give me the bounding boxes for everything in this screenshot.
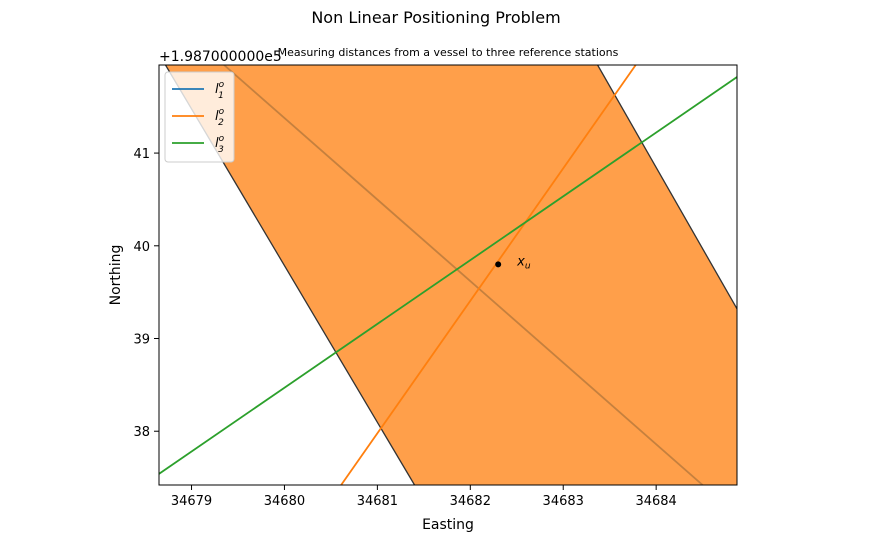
x-axis: 34679 34680 34681 34682 34683 34684	[171, 485, 677, 509]
y-axis-label: Northing	[108, 245, 124, 306]
x-axis-label: Easting	[422, 517, 474, 533]
chart-title: Non Linear Positioning Problem	[311, 8, 560, 27]
chart-subtitle: Measuring distances from a vessel to thr…	[278, 46, 619, 59]
y-axis: 38 39 40 41	[133, 147, 159, 440]
point-marker	[495, 261, 502, 268]
legend-label-2: lo 2	[215, 107, 225, 128]
plot-frame	[158, 64, 738, 486]
x-tick-label: 34682	[450, 494, 491, 509]
legend: lo 1 lo 2 lo 3	[164, 71, 235, 163]
y-tick-label: 40	[133, 240, 150, 255]
series-line-2	[340, 65, 637, 485]
x-tick-label: 34684	[635, 494, 676, 509]
point-label: xu	[516, 254, 531, 271]
legend-label-3: lo 3	[215, 134, 225, 155]
uncertainty-band	[165, 65, 737, 485]
y-offset-label: +1.987000000e5	[159, 49, 282, 65]
legend-label-1: lo 1	[215, 80, 225, 101]
x-tick-label: 34679	[171, 494, 212, 509]
series-line-3	[159, 76, 737, 475]
x-tick-label: 34680	[264, 494, 305, 509]
x-tick-label: 34683	[543, 494, 584, 509]
y-tick-label: 39	[133, 333, 150, 348]
y-tick-label: 41	[133, 147, 150, 162]
x-tick-label: 34681	[357, 494, 398, 509]
band-edge-right	[597, 65, 737, 310]
legend-box	[164, 71, 235, 163]
y-tick-label: 38	[133, 425, 150, 440]
series-line-1	[223, 65, 704, 485]
